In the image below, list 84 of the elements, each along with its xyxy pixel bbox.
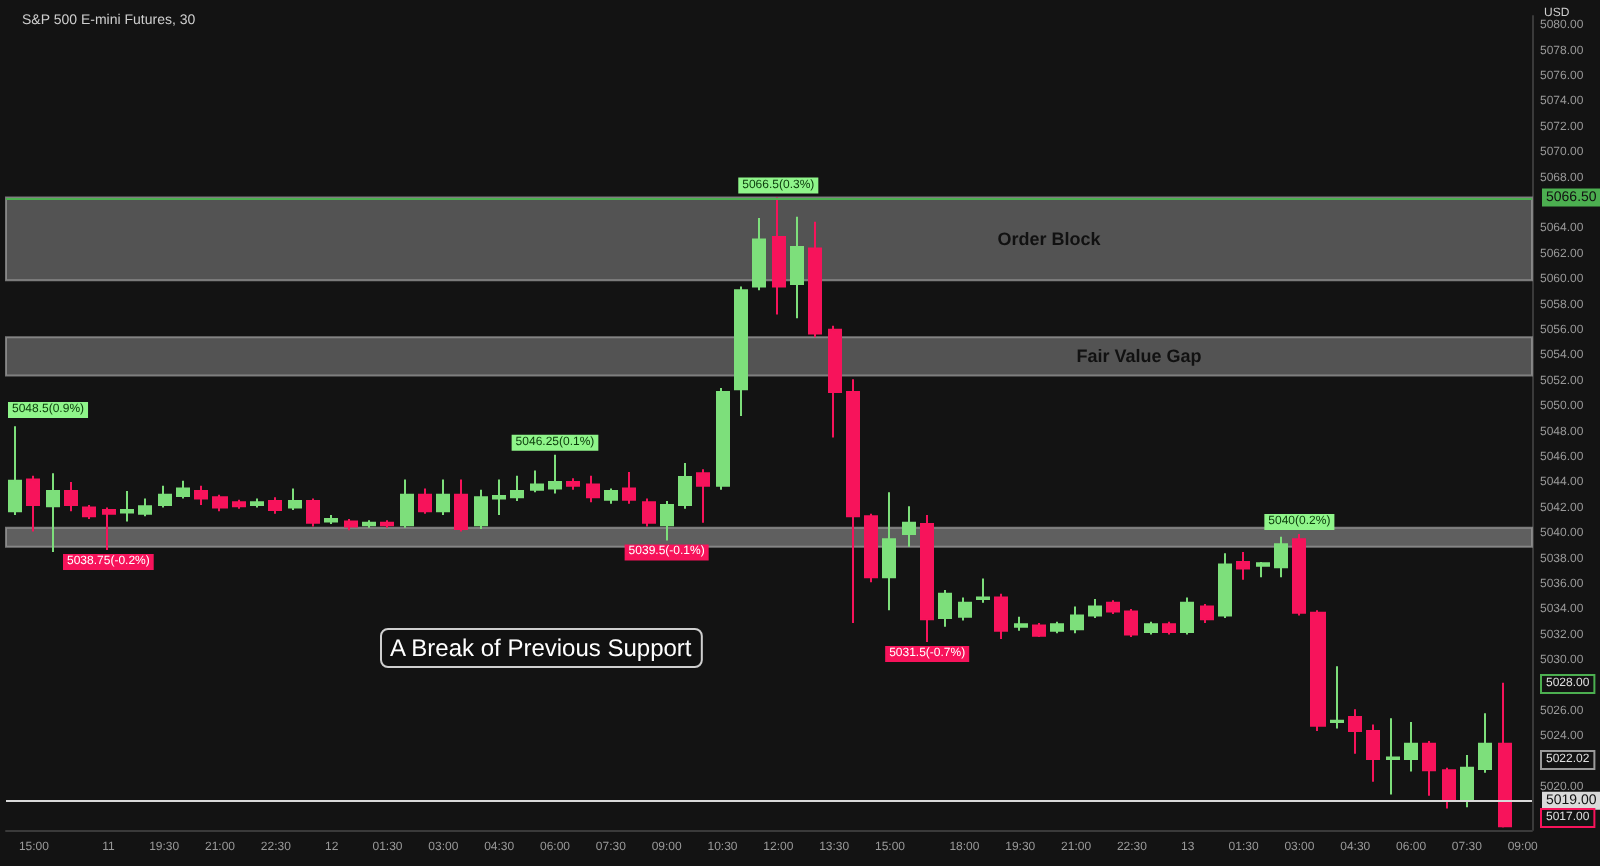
candlestick bbox=[958, 596, 972, 622]
candlestick bbox=[622, 470, 636, 505]
candlestick bbox=[938, 588, 952, 628]
band-label: Order Block bbox=[997, 228, 1103, 249]
candlestick bbox=[176, 479, 190, 500]
candlestick bbox=[604, 487, 618, 505]
candlestick bbox=[82, 503, 96, 520]
candlestick bbox=[418, 487, 432, 515]
candlestick bbox=[882, 491, 896, 612]
candlestick bbox=[716, 387, 730, 491]
candlestick bbox=[1180, 596, 1194, 636]
candlestick bbox=[976, 577, 990, 604]
candlestick bbox=[492, 478, 506, 517]
candlestick bbox=[1144, 620, 1158, 636]
candlestick bbox=[642, 497, 656, 528]
candlestick bbox=[1386, 717, 1400, 796]
candlestick bbox=[1310, 609, 1326, 732]
candlestick bbox=[1478, 712, 1492, 774]
candlestick bbox=[362, 519, 376, 529]
candlestick bbox=[1404, 721, 1418, 773]
candlestick bbox=[26, 474, 40, 533]
candlestick bbox=[1088, 597, 1102, 619]
annotation: A Break of Previous Support bbox=[390, 634, 693, 662]
candlestick bbox=[1330, 665, 1344, 730]
candlestick bbox=[586, 474, 600, 504]
candlestick bbox=[696, 468, 710, 524]
candlestick bbox=[138, 497, 152, 518]
candlestick bbox=[1218, 552, 1232, 619]
candlestick bbox=[1050, 620, 1064, 635]
candlestick bbox=[678, 462, 692, 510]
candlestick bbox=[1236, 550, 1250, 581]
candlestick bbox=[752, 216, 766, 292]
candlestick bbox=[772, 196, 786, 316]
candlestick bbox=[790, 215, 804, 320]
candlestick bbox=[324, 514, 338, 525]
candlestick bbox=[306, 497, 320, 528]
candlestick bbox=[864, 512, 878, 584]
band-label: Fair Value Gap bbox=[1076, 346, 1203, 367]
candlestick bbox=[1292, 533, 1306, 617]
candlestick bbox=[1274, 535, 1288, 579]
candlestick bbox=[994, 592, 1008, 640]
candlestick bbox=[1162, 620, 1176, 636]
candlestick bbox=[1348, 708, 1362, 755]
candlestick bbox=[902, 505, 916, 548]
candlestick bbox=[1460, 754, 1474, 809]
candlestick bbox=[1106, 599, 1120, 616]
candlestick bbox=[268, 496, 282, 515]
candlestick bbox=[250, 497, 264, 509]
candlestick bbox=[1256, 561, 1270, 579]
candlestick bbox=[8, 425, 22, 517]
candlestick bbox=[530, 469, 544, 494]
candlestick bbox=[436, 478, 450, 517]
candlestick bbox=[64, 481, 78, 513]
candlestick bbox=[344, 517, 358, 532]
candlestick bbox=[1498, 681, 1512, 829]
candlestick bbox=[212, 493, 228, 513]
candlestick bbox=[400, 478, 414, 529]
candlestick bbox=[194, 484, 208, 506]
candlestick bbox=[1200, 602, 1214, 625]
candlestick bbox=[46, 472, 60, 553]
candlestick bbox=[548, 453, 562, 495]
candlestick bbox=[1014, 615, 1028, 632]
candlestick bbox=[1442, 766, 1456, 810]
candlestick bbox=[1070, 605, 1084, 635]
candlestick bbox=[920, 514, 934, 644]
candlestick bbox=[1422, 740, 1436, 797]
candlestick bbox=[102, 506, 116, 551]
candlestick bbox=[380, 519, 394, 529]
candlestick bbox=[828, 324, 842, 439]
candlestick bbox=[1366, 723, 1380, 783]
candlestick bbox=[232, 498, 246, 510]
candlestick bbox=[566, 477, 580, 491]
candlestick bbox=[158, 484, 172, 509]
candlestick bbox=[120, 489, 134, 523]
candlestick bbox=[1124, 608, 1138, 638]
candlestick bbox=[808, 220, 822, 339]
candlestick bbox=[846, 378, 860, 625]
candlestick bbox=[474, 488, 488, 531]
candlestick bbox=[454, 478, 468, 533]
candlestick bbox=[1032, 622, 1046, 638]
candlestick bbox=[734, 285, 748, 418]
candlestick bbox=[510, 474, 524, 503]
candlestick bbox=[288, 487, 302, 511]
candlestick bbox=[660, 500, 674, 542]
